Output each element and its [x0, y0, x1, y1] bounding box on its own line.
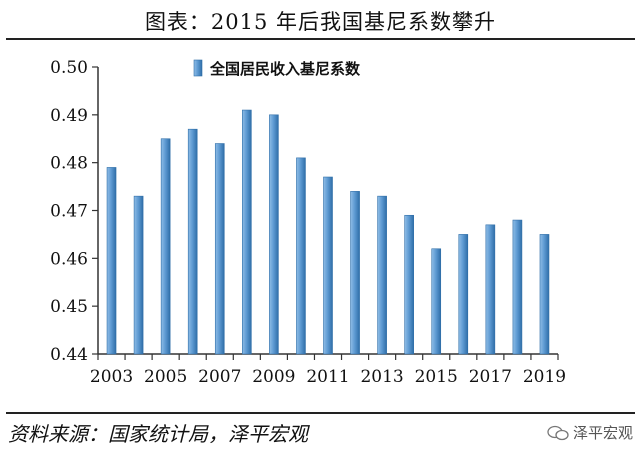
x-tick-label: 2009: [252, 367, 295, 387]
bar-chart: 0.500.490.480.470.460.450.44 2003 2005 200…: [50, 58, 566, 387]
bar-2013: [377, 195, 387, 355]
bar-2007: [214, 143, 225, 355]
y-tick-label: 0.46: [50, 249, 88, 269]
bar-2019: [539, 234, 550, 355]
bar-2004: [133, 195, 144, 355]
bar-2010: [296, 157, 306, 355]
wechat-icon: [547, 425, 569, 440]
legend: 全国居民收入基尼系数: [193, 59, 361, 78]
bar-2006: [187, 128, 198, 355]
y-tick-label: 0.45: [50, 297, 88, 317]
bars-group: [106, 109, 550, 355]
y-tick-label: 0.50: [50, 58, 88, 78]
bar-2012: [350, 191, 360, 355]
y-tick-label: 0.47: [50, 202, 88, 222]
x-tick-label: 2013: [360, 367, 403, 387]
x-tick-label: 2019: [523, 367, 566, 387]
y-axis: 0.50 0.49 0.48 0.47 0.46 0.45 0.44: [50, 58, 99, 365]
bar-2005: [160, 138, 171, 355]
x-tick-label: 2007: [198, 367, 241, 387]
x-tick-label: 2005: [144, 367, 187, 387]
y-tick-label: 0.44: [50, 345, 88, 365]
chart-title: 图表：2015 年后我国基尼系数攀升: [144, 10, 497, 34]
bar-2011: [323, 176, 333, 355]
watermark: 泽平宏观: [547, 422, 633, 443]
bar-2016: [458, 234, 469, 355]
bar-2018: [512, 219, 523, 355]
x-axis: 2003 2005 2007 2009 2011 2013 2015 2017 2019: [90, 353, 566, 387]
bar-2014: [404, 214, 414, 355]
source-note: 资料来源：国家统计局，泽平宏观: [8, 422, 308, 446]
bar-2008: [242, 109, 252, 355]
bar-2009: [269, 114, 279, 355]
watermark-text: 泽平宏观: [572, 424, 633, 442]
legend-label: 全国居民收入基尼系数: [209, 60, 361, 78]
x-tick-label: 2003: [90, 367, 133, 387]
x-tick-label: 2011: [306, 367, 349, 387]
x-tick-label: 2017: [469, 367, 512, 387]
legend-swatch: [193, 59, 203, 77]
y-tick-label: 0.48: [50, 154, 88, 174]
bar-2017: [485, 224, 496, 355]
bar-2015: [431, 248, 442, 355]
bottom-divider: [6, 412, 635, 414]
bar-2003: [106, 167, 117, 355]
y-tick-label: 0.49: [50, 106, 88, 126]
x-tick-label: 2015: [415, 367, 458, 387]
top-divider: [6, 38, 635, 40]
